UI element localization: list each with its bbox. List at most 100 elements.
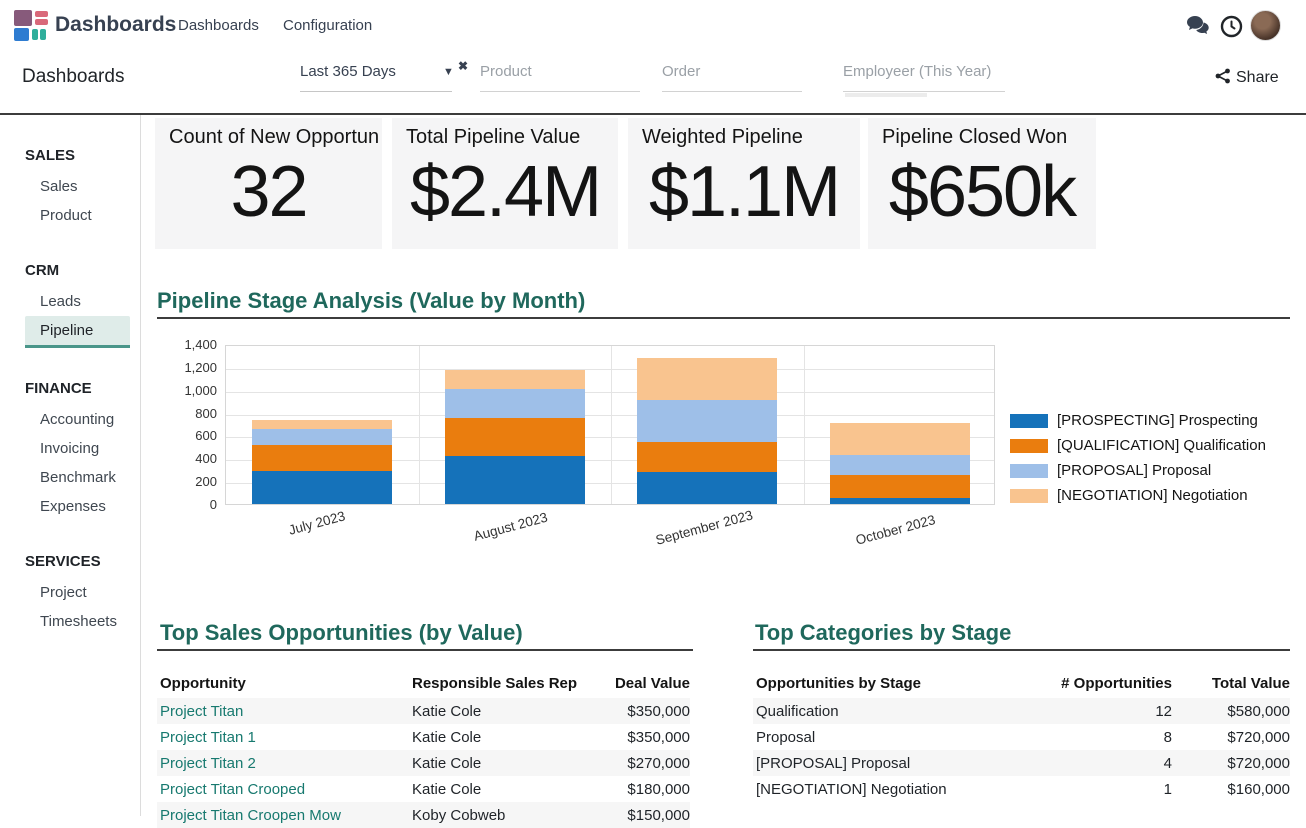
chart-plot-area (225, 345, 995, 505)
chevron-down-icon[interactable]: ▼ (443, 66, 454, 78)
table-cell: $270,000 (627, 754, 690, 772)
chat-icon[interactable] (1185, 14, 1211, 43)
legend-label: [QUALIFICATION] Qualification (1057, 437, 1266, 454)
content-divider (0, 113, 1306, 115)
legend-swatch (1010, 463, 1048, 478)
sidebar-item-sales[interactable]: Sales (40, 178, 78, 195)
clock-icon[interactable] (1220, 15, 1243, 43)
table-cell: $350,000 (627, 728, 690, 746)
bar-segment (444, 418, 585, 456)
bar-segment (252, 444, 393, 471)
bar-segment (444, 369, 585, 390)
sidebar-divider (140, 115, 141, 816)
date-filter-value[interactable]: Last 365 Days (300, 63, 396, 80)
y-tick-label: 400 (195, 451, 217, 467)
bar-segment (252, 428, 393, 445)
sidebar: SALES Sales Product CRM Leads Pipeline FINANCE… (0, 115, 140, 816)
opportunity-link[interactable]: Project Titan 1 (160, 728, 256, 746)
kpi-card: Pipeline Closed Won $650k (868, 118, 1096, 249)
kpi-value: $650k (888, 152, 1077, 232)
gridline (226, 414, 994, 416)
sidebar-section-header: SERVICES (25, 553, 101, 570)
y-tick-label: 1,200 (184, 359, 217, 375)
table-body: Qualification 12 $580,000 Proposal 8 $720,000… (753, 698, 1290, 802)
clear-filter-icon[interactable]: ✖ (458, 59, 469, 73)
table-row: Proposal 8 $720,000 (753, 724, 1290, 750)
top-bar: Dashboards Dashboards Configuration (0, 0, 1306, 52)
sidebar-item-expenses[interactable]: Expenses (40, 498, 106, 515)
sidebar-section: FINANCE Accounting Invoicing Benchmark Expen… (25, 380, 140, 521)
table-cell: Koby Cobweb (412, 806, 506, 824)
share-button[interactable]: Share (1215, 68, 1279, 87)
sidebar-item-benchmark[interactable]: Benchmark (40, 469, 116, 486)
bar-segment (637, 400, 778, 443)
sidebar-item-leads[interactable]: Leads (40, 293, 81, 310)
bar-segment (829, 497, 970, 504)
sidebar-section: CRM Leads Pipeline (25, 262, 140, 348)
app-title: Dashboards (55, 13, 177, 36)
table-cell: Proposal (756, 728, 816, 746)
table-cell: $180,000 (627, 780, 690, 798)
bar-segment (444, 456, 585, 504)
table-cell: 1 (1163, 780, 1172, 798)
legend-entry: [QUALIFICATION] Qualification (1010, 433, 1266, 458)
table-cell: $160,000 (1227, 780, 1290, 798)
legend-swatch (1010, 488, 1048, 503)
gridline (226, 368, 994, 370)
top-categories-by-stage-table: Opportunities by Stage # Opportunities Tot… (753, 668, 1290, 802)
user-avatar[interactable] (1250, 10, 1281, 41)
table-header: Opportunity Responsible Sales Rep Deal Val… (157, 668, 690, 698)
product-filter-input[interactable]: Product (480, 63, 640, 95)
table-row: Project Titan Croopen Mow Koby Cobweb $150… (157, 802, 690, 828)
table-cell: Qualification (756, 702, 839, 720)
legend-entry: [PROSPECTING] Prospecting (1010, 408, 1266, 433)
legend-entry: [NEGOTIATION] Negotiation (1010, 483, 1266, 508)
sidebar-item-project[interactable]: Project (40, 584, 87, 601)
menu-dashboards[interactable]: Dashboards (178, 17, 259, 34)
table-row: [PROPOSAL] Proposal 4 $720,000 (753, 750, 1290, 776)
sidebar-item-invoicing[interactable]: Invoicing (40, 440, 100, 457)
sidebar-item-timesheets[interactable]: Timesheets (40, 613, 117, 630)
dashboards-app-icon[interactable] (14, 10, 48, 41)
legend-label: [PROPOSAL] Proposal (1057, 462, 1212, 479)
breadcrumb[interactable]: Dashboards (22, 66, 125, 87)
sidebar-item-accounting[interactable]: Accounting (40, 411, 115, 428)
sidebar-section: SERVICES Project Timesheets (25, 553, 140, 636)
sidebar-section-header: FINANCE (25, 380, 92, 397)
table-left-rule (157, 649, 693, 651)
date-filter[interactable]: Last 365 Days ▼ ✖ (300, 59, 470, 95)
bar-segment (637, 472, 778, 504)
chart-title: Pipeline Stage Analysis (Value by Month) (157, 288, 586, 313)
sidebar-section-header: SALES (25, 147, 76, 164)
sidebar-item-product[interactable]: Product (40, 207, 92, 224)
column-header: Responsible Sales Rep (412, 674, 578, 692)
opportunity-link[interactable]: Project Titan Croopen Mow (160, 806, 341, 824)
kpi-card: Count of New Opportun 32 (155, 118, 382, 249)
gridline (226, 437, 994, 439)
table-row: Project Titan Katie Cole $350,000 (157, 698, 690, 724)
y-tick-label: 0 (209, 497, 217, 512)
order-filter-input[interactable]: Order (662, 63, 802, 95)
y-tick-label: 1,000 (184, 382, 217, 398)
bar-segment (829, 422, 970, 455)
sidebar-item-pipeline[interactable]: Pipeline (25, 316, 130, 348)
opportunity-link[interactable]: Project Titan (160, 702, 244, 720)
chart-legend: [PROSPECTING] Prospecting [QUALIFICATION]… (1010, 408, 1266, 508)
table-header: Opportunities by Stage # Opportunities Tot… (753, 668, 1290, 698)
legend-label: [PROSPECTING] Prospecting (1057, 412, 1258, 429)
opportunity-link[interactable]: Project Titan Crooped (160, 780, 306, 798)
gridline (226, 460, 994, 462)
bar-segment (637, 442, 778, 472)
table-row: Project Titan Crooped Katie Cole $180,000 (157, 776, 690, 802)
employee-filter-input[interactable]: Employeer (This Year) (843, 63, 1005, 97)
table-right-rule (753, 649, 1290, 651)
table-cell: Katie Cole (412, 728, 482, 746)
bar-segment (829, 474, 970, 498)
menu-configuration[interactable]: Configuration (283, 17, 373, 34)
table-row: [NEGOTIATION] Negotiation 1 $160,000 (753, 776, 1290, 802)
top-sales-opportunities-table: Opportunity Responsible Sales Rep Deal Val… (157, 668, 690, 828)
table-cell: $580,000 (1227, 702, 1290, 720)
gridline (803, 346, 805, 504)
opportunity-link[interactable]: Project Titan 2 (160, 754, 256, 772)
kpi-title: Weighted Pipeline (642, 126, 803, 148)
